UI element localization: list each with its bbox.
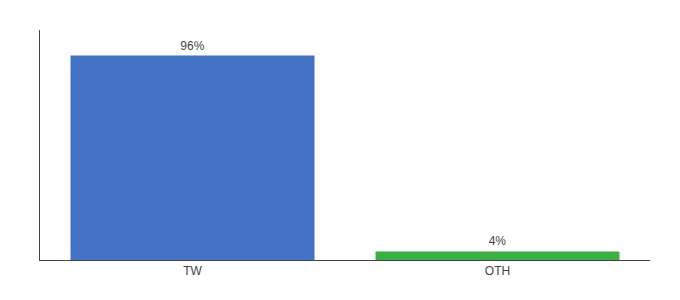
svg-text:TW: TW <box>183 264 202 278</box>
svg-text:4%: 4% <box>489 234 507 248</box>
svg-text:OTH: OTH <box>485 264 510 278</box>
svg-text:96%: 96% <box>180 39 204 53</box>
